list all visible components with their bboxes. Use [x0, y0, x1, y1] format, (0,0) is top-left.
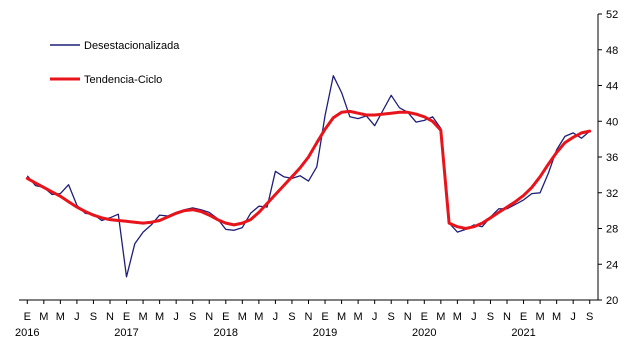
x-tick-label: M	[254, 311, 263, 323]
y-tick-label: 40	[606, 116, 618, 128]
series-line-tendencia-ciclo	[25, 109, 592, 230]
series-line-desestacionalizada	[26, 75, 591, 278]
legend: Desestacionalizada Tendencia-Ciclo	[50, 40, 180, 86]
x-tick-label: E	[24, 311, 31, 323]
x-year-label: 2019	[313, 327, 337, 339]
y-tick-label: 48	[606, 45, 618, 57]
y-tick-label: 24	[606, 259, 618, 271]
x-tick-label: J	[173, 311, 179, 323]
x-year-label: 2016	[15, 327, 39, 339]
x-tick-label: J	[570, 311, 576, 323]
x-tick-label: M	[453, 311, 462, 323]
x-tick-label: S	[90, 311, 97, 323]
x-tick-label: M	[138, 311, 147, 323]
x-tick-label: J	[74, 311, 80, 323]
x-tick-label: M	[238, 311, 247, 323]
legend-label-tendencia-ciclo: Tendencia-Ciclo	[84, 74, 162, 86]
x-tick-label: E	[222, 311, 229, 323]
x-tick-label: N	[503, 311, 511, 323]
x-tick-label: J	[273, 311, 279, 323]
x-tick-label: E	[321, 311, 328, 323]
x-tick-label: M	[39, 311, 48, 323]
y-tick-label: 36	[606, 152, 618, 164]
x-tick-label: N	[305, 311, 313, 323]
x-year-label: 2020	[412, 327, 436, 339]
y-tick-label: 44	[606, 81, 618, 93]
x-tick-label: M	[56, 311, 65, 323]
y-ticks: 20 24 28 32 36 40 44 48 52	[598, 9, 618, 307]
x-tick-label: S	[388, 311, 395, 323]
x-tick-label: M	[337, 311, 346, 323]
plot-series	[25, 75, 592, 278]
x-tick-label: E	[520, 311, 527, 323]
x-year-label: 2021	[511, 327, 535, 339]
x-tick-label: N	[205, 311, 213, 323]
y-tick-label: 52	[606, 9, 618, 21]
y-tick-label: 32	[606, 188, 618, 200]
x-year-label: 2017	[114, 327, 138, 339]
y-tick-label: 20	[606, 295, 618, 307]
x-tick-label: N	[404, 311, 412, 323]
x-tick-label: M	[552, 311, 561, 323]
x-tick-label: S	[586, 311, 593, 323]
x-tick-label: E	[123, 311, 130, 323]
legend-label-desestacionalizada: Desestacionalizada	[84, 40, 180, 52]
x-tick-label: M	[155, 311, 164, 323]
x-tick-label: J	[372, 311, 378, 323]
x-tick-label: J	[471, 311, 477, 323]
x-tick-label: M	[436, 311, 445, 323]
x-tick-label: S	[189, 311, 196, 323]
x-tick-label: E	[421, 311, 428, 323]
x-tick-label: M	[354, 311, 363, 323]
x-tick-label: S	[487, 311, 494, 323]
y-tick-label: 28	[606, 224, 618, 236]
x-tick-label: N	[106, 311, 114, 323]
x-year-label: 2018	[214, 327, 238, 339]
x-tick-label: S	[288, 311, 295, 323]
x-tick-label: M	[536, 311, 545, 323]
